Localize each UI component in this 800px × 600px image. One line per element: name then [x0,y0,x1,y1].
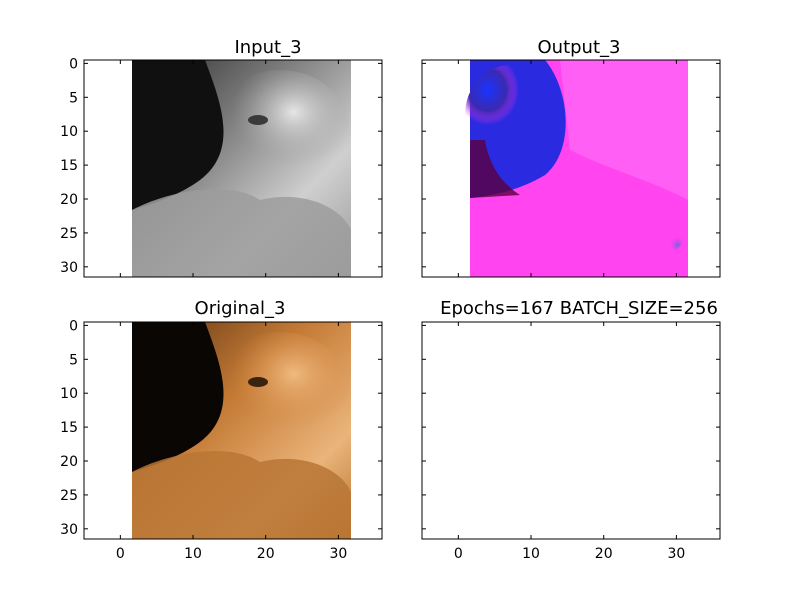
image-original-dark-region [132,322,224,472]
image-output-spot [630,198,686,258]
panel-original: Original_3 [132,298,351,539]
axes-frame-input [83,59,383,278]
panel-title-input: Input_3 [234,37,301,58]
x-tick-label-empty: 20 [595,546,613,562]
x-tick-label-empty: 0 [454,546,463,562]
image-original-eye [248,377,268,387]
axes-input: 0 5 10 15 20 25 30 [60,56,383,278]
panel-title-epochs: Epochs=167 BATCH_SIZE=256 [440,298,718,319]
panel-empty: Epochs=167 BATCH_SIZE=256 [440,298,718,319]
y-tick-label-original: 25 [60,488,78,504]
panel-title-original: Original_3 [195,298,286,319]
image-output-dark-edge [470,140,520,198]
y-tick-label-input: 0 [69,56,78,72]
image-output [465,60,688,277]
y-tick-label-original: 15 [60,420,78,436]
panel-input: Input_3 [132,37,351,277]
image-input-eye [248,115,268,125]
y-tick-label-input: 25 [60,226,78,242]
image-original [132,322,351,539]
y-tick-label-original: 5 [69,352,78,368]
x-tick-label-original: 20 [257,546,275,562]
axes-output [421,59,721,278]
axes-layer: 0 5 10 15 20 25 30 0 10 20 30 0 5 10 15 20 25 30 0 10 20 30 [60,56,721,562]
image-original-face [210,332,350,452]
image-input-dark-region [132,60,224,210]
axes-frame-original [83,321,383,540]
y-tick-label-input: 20 [60,192,78,208]
image-output-light-region [560,60,688,200]
axes-frame-empty [421,321,721,540]
image-input-face [210,70,350,190]
y-tick-label-input: 30 [60,260,78,276]
y-tick-label-input: 5 [69,90,78,106]
y-tick-label-original: 10 [60,386,78,402]
image-input-body [132,189,351,277]
image-output-blue-core [465,65,555,165]
axes-original: 0 10 20 30 0 5 10 15 20 25 30 [60,318,383,562]
image-original-body [132,451,351,539]
y-tick-label-input: 15 [60,158,78,174]
y-tick-label-original: 0 [69,318,78,334]
panel-title-output: Output_3 [538,37,621,58]
y-tick-label-input: 10 [60,124,78,140]
x-tick-label-empty: 30 [667,546,685,562]
panel-output: Output_3 [465,37,688,277]
axes-frame-output [421,59,721,278]
image-input [132,60,351,277]
x-tick-label-original: 30 [329,546,347,562]
axes-empty: 0 10 20 30 [421,321,721,562]
x-tick-label-original: 0 [116,546,125,562]
y-tick-label-original: 20 [60,454,78,470]
x-tick-label-empty: 10 [522,546,540,562]
x-tick-label-original: 10 [184,546,202,562]
y-tick-label-original: 30 [60,522,78,538]
